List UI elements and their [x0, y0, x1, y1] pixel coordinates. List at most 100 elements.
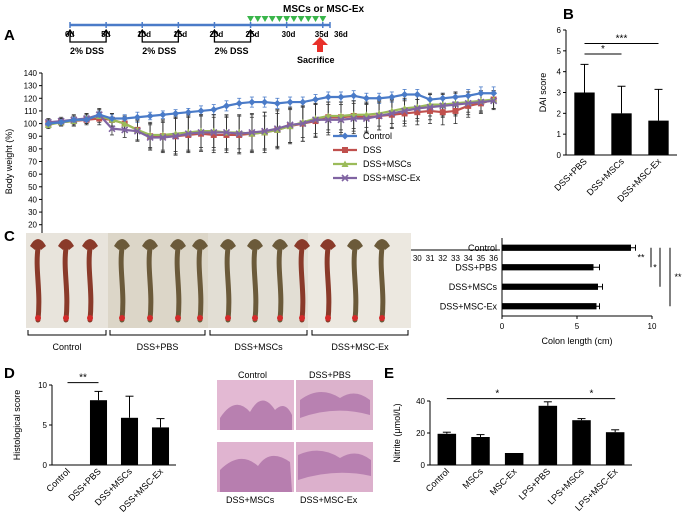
y-tick-label: 30	[28, 208, 37, 217]
colon-cecum	[220, 239, 236, 250]
colon-tip	[299, 315, 305, 321]
data-point	[401, 90, 409, 98]
data-point	[452, 107, 459, 114]
data-point	[350, 92, 358, 100]
series-line	[48, 99, 494, 139]
data-point	[426, 96, 434, 104]
data-point	[159, 111, 167, 119]
chart-c-colon-length: 0 5 10 Colon length (cm) Control DSS+PBS DSS+M…	[440, 238, 682, 346]
data-point	[210, 128, 218, 136]
sacrifice-arrow-icon	[312, 37, 328, 52]
data-point	[57, 118, 65, 126]
colon-tip	[87, 315, 93, 321]
y-tick-label: 20	[416, 429, 425, 438]
panel-label-d: D	[4, 365, 15, 382]
data-point	[248, 98, 256, 106]
panel-label-a: A	[4, 27, 15, 44]
colon-cecum	[347, 239, 363, 250]
timeline-top-label: MSCs or MSC-Ex	[283, 4, 365, 15]
injection-marker-icon	[312, 16, 320, 22]
data-point	[362, 114, 370, 123]
y-tick-label: 130	[24, 82, 38, 91]
data-point	[184, 108, 192, 116]
injection-marker-icon	[283, 16, 291, 22]
y-tick-label: 80	[28, 145, 37, 154]
data-point	[388, 109, 396, 118]
injection-marker-icon	[268, 16, 276, 22]
colon-cecum	[170, 239, 186, 250]
data-point	[375, 112, 383, 120]
significance-label: *	[653, 262, 657, 272]
colon-segment	[298, 245, 306, 323]
injection-marker-icon	[297, 16, 305, 22]
data-point	[299, 98, 307, 106]
timeline-day-label: 35d	[315, 30, 329, 39]
data-point	[248, 128, 256, 136]
colon-cecum	[114, 239, 130, 250]
x-tick-label: MSC-Ex	[488, 466, 519, 497]
y-tick-label: 10	[38, 381, 47, 390]
data-point	[401, 110, 408, 117]
tissue-shape-4	[298, 450, 371, 480]
data-point	[172, 109, 180, 117]
panel-label-e: E	[384, 365, 394, 382]
colon-cecum	[142, 239, 158, 250]
group-bracket	[209, 330, 308, 336]
timeline-day-label: 10d	[137, 30, 151, 39]
data-point	[133, 113, 141, 121]
injection-marker-icon	[247, 16, 255, 22]
colon-tip	[119, 315, 125, 321]
data-point	[451, 101, 460, 109]
injection-marker-icon	[319, 16, 327, 22]
bar	[502, 244, 631, 251]
timeline-day-label: 15d	[173, 30, 187, 39]
data-point	[299, 120, 307, 128]
colon-segment	[196, 245, 204, 323]
injection-marker-icon	[290, 16, 298, 22]
data-point	[159, 133, 167, 142]
x-tick-label: Control	[424, 466, 452, 494]
data-point	[311, 116, 320, 124]
colon-cecum	[272, 239, 288, 250]
data-point	[413, 90, 421, 98]
bar	[502, 303, 597, 310]
bar	[611, 113, 632, 155]
data-point	[273, 125, 281, 133]
data-point	[341, 160, 349, 167]
timeline-day-label: 20d	[209, 30, 223, 39]
dss-period-bracket	[65, 28, 111, 43]
data-point	[83, 116, 91, 124]
data-point	[465, 102, 472, 109]
y-tick-label: 40	[28, 195, 37, 204]
y-axis-title: DAI score	[538, 73, 548, 113]
legend-label: DSS+MSCs	[363, 159, 412, 169]
group-bracket	[109, 330, 206, 336]
x-tick-label: 32	[438, 254, 447, 263]
group-bracket	[311, 330, 409, 336]
data-point	[235, 99, 243, 107]
colon-tip	[325, 315, 331, 321]
data-point	[341, 132, 349, 140]
x-tick-label: MSCs	[461, 466, 486, 491]
data-point	[197, 128, 205, 136]
data-point	[95, 111, 103, 119]
colon-segment	[251, 245, 259, 323]
colon-tip	[379, 315, 385, 321]
y-tick-label: 20	[28, 221, 37, 230]
colon-segment	[174, 245, 182, 323]
data-point	[337, 116, 345, 124]
colon-cecum	[58, 239, 74, 250]
histology-label-dss-msc-ex: DSS+MSC-Ex	[300, 495, 358, 505]
data-point	[261, 127, 269, 135]
data-point	[477, 98, 485, 106]
significance-label: **	[79, 373, 87, 384]
timeline-day-label: 25d	[246, 30, 260, 39]
y-axis-title: Nitrite (μmol/L)	[392, 403, 402, 462]
y-tick-label: 1	[557, 130, 562, 139]
data-point	[490, 97, 498, 105]
bar	[471, 437, 490, 465]
y-tick-label: 50	[28, 183, 37, 192]
x-tick-label: Control	[44, 466, 72, 494]
